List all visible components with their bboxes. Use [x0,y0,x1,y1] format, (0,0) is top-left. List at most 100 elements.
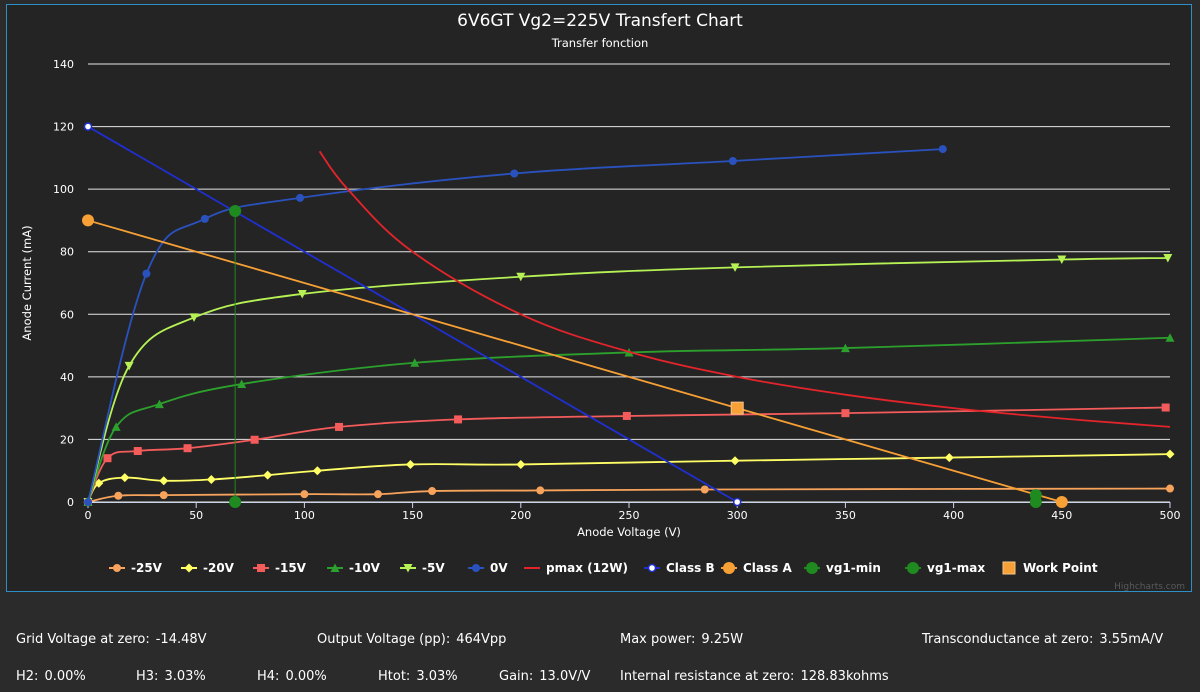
data-point [730,401,744,415]
data-point [516,272,526,282]
y-tick-label: 20 [60,433,74,446]
x-tick-label: 150 [402,509,423,522]
series-line [87,487,1171,503]
data-point [183,444,192,453]
data-point [124,361,134,371]
stat-internal-resistance: Internal resistance at zero: 128.83kohms [620,669,889,684]
data-point [83,122,93,131]
data-point [297,289,307,299]
y-tick-label: 120 [53,121,74,134]
data-point [373,490,382,499]
x-tick-label: 250 [619,509,640,522]
stat-h4: H4: 0.00% [257,669,327,684]
data-point [728,156,737,165]
series-vg1-min [1029,489,1042,508]
series-work-point [730,401,744,415]
series-line [87,219,1063,503]
data-point [410,358,420,367]
legend-item[interactable]: -15V [253,561,307,575]
data-point [732,497,742,507]
data-point [516,459,526,469]
legend-item[interactable]: -20V [181,561,235,575]
stat-value: 9.25W [701,632,744,647]
legend-item[interactable]: -10V [327,561,381,575]
series-15v [84,403,1170,506]
x-tick-label: 350 [835,509,856,522]
data-point [189,313,199,322]
legend-item[interactable]: Class A [721,561,792,575]
stat-value: 3.03% [416,669,458,684]
data-point [1163,253,1173,263]
data-point [300,490,309,499]
stat-label: Internal resistance at zero: [620,669,795,684]
data-point [250,435,259,444]
data-point [840,343,850,353]
data-point [154,399,164,409]
x-tick-label: 450 [1051,509,1072,522]
data-point [335,422,344,431]
legend-item[interactable]: -25V [109,561,163,575]
data-point [133,447,142,456]
legend-item[interactable]: 0V [468,561,508,575]
legend-label: -25V [131,561,163,575]
data-point [120,473,130,483]
data-point [114,491,123,500]
legend-label: pmax (12W) [546,561,628,575]
legend-item[interactable]: vg1-min [804,561,881,575]
series-20v [83,449,1175,507]
stat-value: 0.00% [285,669,327,684]
x-tick-label: 0 [85,509,92,522]
x-tick-label: 100 [294,509,315,522]
legend-symbol [907,562,919,574]
x-tick-label: 50 [189,509,203,522]
y-tick-label: 140 [53,58,74,71]
y-tick-label: 100 [53,183,74,196]
stat-h2: H2: 0.00% [16,669,86,684]
stat-output-voltage: Output Voltage (pp): 464Vpp [317,632,506,647]
chart-credit: Highcharts.com [1114,582,1185,592]
legend-symbol [184,563,194,573]
legend-symbol [330,563,340,572]
chart-container: 6V6GT Vg2=225V Transfert Chart Transfer f… [6,4,1192,592]
stat-label: Max power: [620,632,696,647]
legend-item[interactable]: vg1-max [905,561,985,575]
data-point [510,169,519,178]
chart-title: 6V6GT Vg2=225V Transfert Chart [457,11,743,31]
legend-label: Class B [666,561,715,575]
stat-label: Htot: [378,669,411,684]
legend-item[interactable]: Work Point [1002,561,1098,575]
data-point [103,454,112,463]
stat-value: 464Vpp [456,632,507,647]
stat-label: Output Voltage (pp): [317,632,451,647]
data-point [700,485,709,494]
legend-symbol [472,564,480,572]
series-line [87,453,1171,503]
legend: -25V -20V -15V -10V -5V 0V pmax (12W) Class B Cl… [109,561,1098,575]
data-point [428,487,437,496]
stat-h3: H3: 3.03% [136,669,206,684]
stat-value: 3.03% [164,669,206,684]
x-tick-label: 200 [510,509,531,522]
legend-label: -20V [203,561,235,575]
data-point [206,474,216,484]
legend-item[interactable]: Class B [644,561,715,575]
data-point [1166,484,1174,493]
data-point [111,422,121,431]
y-tick-label: 80 [60,246,74,259]
chart-subtitle: Transfer fonction [551,36,649,50]
data-point [229,205,242,218]
legend-symbol [647,563,657,573]
y-tick-label: 40 [60,371,74,384]
data-point [536,486,545,495]
legend-item[interactable]: -5V [400,561,445,575]
series-line [87,406,1166,503]
stat-htot: Htot: 3.03% [378,669,458,684]
legend-item[interactable]: pmax (12W) [524,561,628,575]
stat-max-power: Max power: 9.25W [620,632,743,647]
plot-area [82,122,1175,508]
data-point [159,476,169,486]
stat-label: H3: [136,669,159,684]
data-point [454,415,463,424]
y-tick-label: 60 [60,308,74,321]
stat-value: 128.83kohms [800,669,889,684]
